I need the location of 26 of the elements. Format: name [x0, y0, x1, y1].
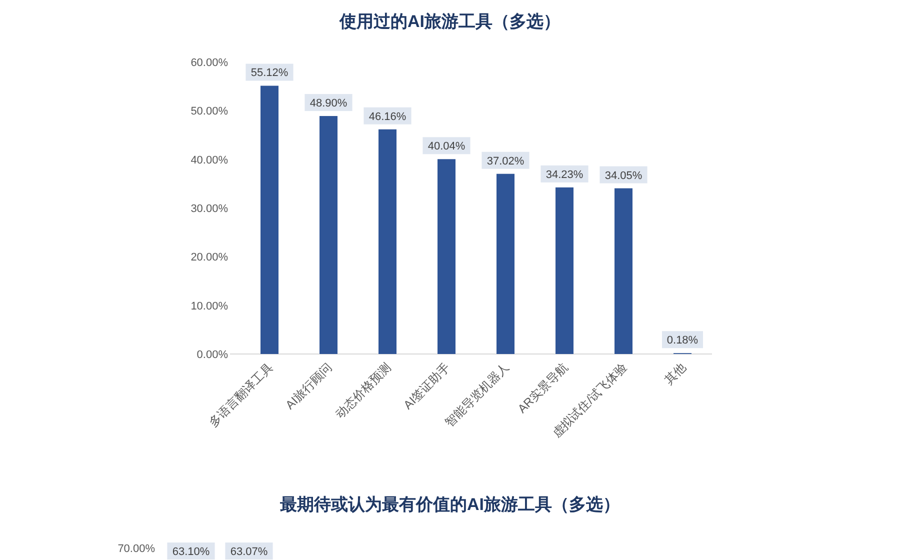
data-label: 40.04% [428, 140, 466, 153]
data-label: 46.16% [368, 110, 406, 123]
chart-title: 使用过的AI旅游工具（多选） [338, 12, 560, 31]
x-tick-label: AI签证助手 [400, 360, 453, 412]
x-tick-label: 其他 [662, 360, 689, 388]
text: 63.10% [172, 546, 210, 558]
y-tick-label: 40.00% [190, 154, 228, 166]
data-label: 34.23% [546, 168, 584, 181]
y-tick-label: 10.00% [190, 300, 228, 312]
data-label: 37.02% [486, 155, 524, 168]
y-tick-label: 0.00% [196, 349, 228, 361]
data-label: 34.05% [604, 170, 642, 182]
x-tick-label: 多语言翻译工具 [206, 360, 276, 430]
data-label: 48.90% [310, 98, 348, 110]
data-label: 55.12% [250, 67, 288, 80]
x-tick-label: AR实景导航 [514, 360, 571, 416]
x-tick-label: AI旅行顾问 [282, 360, 335, 412]
text: 70.00% [118, 543, 156, 555]
y-tick-label: 20.00% [190, 252, 228, 264]
text: 63.07% [230, 546, 268, 558]
y-tick-label: 60.00% [190, 57, 228, 69]
data-label: 0.18% [666, 334, 698, 347]
y-tick-label: 30.00% [190, 203, 228, 215]
text: 最期待或认为最有价值的AI旅游工具（多选） [279, 495, 620, 514]
x-tick-label: 动态价格预测 [332, 360, 394, 422]
y-tick-label: 50.00% [190, 106, 228, 118]
